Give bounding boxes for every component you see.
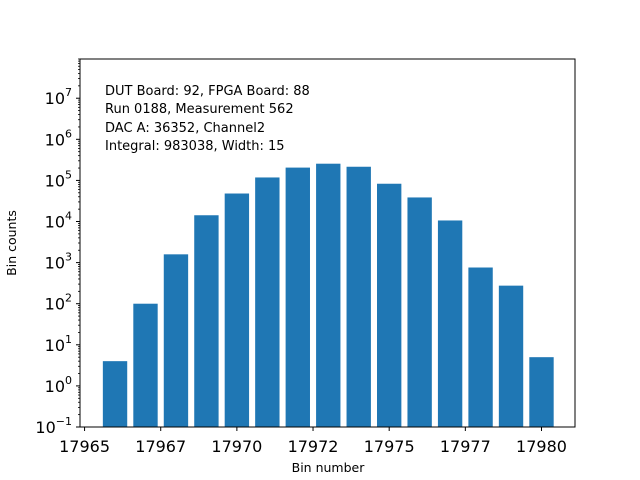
annotation-line: Run 0188, Measurement 562	[105, 102, 294, 117]
y-tick-label: 107	[45, 86, 72, 108]
y-tick-label: 100	[45, 374, 72, 396]
y-tick-exponent: 3	[65, 251, 72, 264]
bar	[346, 166, 371, 427]
y-tick-base: 10	[45, 130, 65, 149]
y-tick-label: 106	[45, 127, 72, 149]
y-tick-exponent: 4	[65, 210, 72, 223]
y-tick-exponent: 6	[65, 127, 72, 140]
y-tick-exponent: 1	[65, 333, 72, 346]
y-tick-label: 105	[45, 168, 72, 190]
x-tick-label: 17975	[364, 437, 415, 456]
y-tick-exponent: 0	[65, 374, 72, 387]
x-tick-label: 17977	[440, 437, 491, 456]
y-tick-base: 10	[45, 89, 65, 108]
annotation-line: DUT Board: 92, FPGA Board: 88	[105, 84, 310, 99]
bar	[255, 177, 280, 427]
bar	[529, 357, 554, 427]
y-tick-label: 104	[45, 210, 72, 232]
bar	[498, 285, 524, 427]
annotation-line: DAC A: 36352, Channel2	[105, 121, 265, 136]
annotation-box: DUT Board: 92, FPGA Board: 88 Run 0188, …	[105, 84, 310, 154]
x-axis-label: Bin number	[292, 460, 366, 475]
y-tick-base: 10	[45, 171, 65, 190]
y-tick-exponent: 7	[65, 86, 72, 99]
y-tick-label: 101	[45, 333, 72, 355]
y-tick-base: 10	[45, 254, 65, 273]
y-tick-label: 102	[45, 292, 72, 314]
x-axis-ticks: 17965 17967 17970 17972 17975 17977 17980	[59, 427, 567, 456]
bar	[224, 193, 250, 427]
y-tick-base: 10	[45, 336, 65, 355]
annotation-line: Integral: 983038, Width: 15	[105, 139, 285, 154]
y-tick-base: 10	[35, 418, 55, 437]
bars	[102, 163, 554, 427]
y-tick-label: 103	[45, 251, 72, 273]
y-tick-exponent: −1	[56, 415, 72, 428]
x-tick-label: 17965	[59, 437, 110, 456]
bar	[194, 215, 219, 427]
x-tick-label: 17972	[288, 437, 339, 456]
x-tick-label: 17980	[516, 437, 567, 456]
y-tick-base: 10	[45, 213, 65, 232]
bar	[102, 361, 128, 427]
x-tick-label: 17970	[211, 437, 262, 456]
bar	[407, 197, 432, 427]
bar	[133, 303, 158, 427]
bar	[437, 220, 463, 427]
y-tick-exponent: 5	[65, 168, 72, 181]
x-tick-label: 17967	[135, 437, 186, 456]
y-tick-exponent: 2	[65, 292, 72, 305]
y-axis-label: Bin counts	[4, 210, 19, 276]
y-tick-base: 10	[45, 295, 65, 314]
y-tick-base: 10	[45, 377, 65, 396]
bar	[468, 267, 493, 427]
bar	[163, 254, 189, 427]
y-tick-label: 10−1	[35, 415, 72, 437]
bar	[377, 183, 402, 427]
bar	[285, 167, 310, 427]
bar	[316, 163, 341, 427]
